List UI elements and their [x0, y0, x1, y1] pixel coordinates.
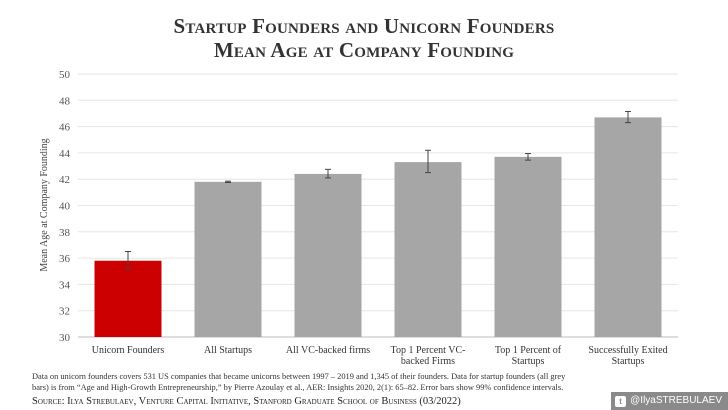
y-tick-label: 42	[59, 174, 70, 186]
y-tick-label: 50	[59, 69, 71, 81]
error-bars	[125, 110, 631, 270]
y-tick-label: 36	[59, 253, 71, 265]
error-bar	[125, 251, 131, 270]
x-tick-label: All Startups	[204, 345, 252, 356]
y-tick-label: 38	[59, 227, 71, 239]
error-bar	[625, 110, 631, 124]
x-tick-labels: Unicorn Founders All Startups All VC-backe…	[92, 345, 668, 367]
chart-title: Startup Founders and Unicorn Founders Me…	[0, 14, 728, 62]
grid-lines	[78, 73, 678, 338]
twitter-handle-text: @IlyaSTREBULAEV	[630, 395, 722, 406]
source-credit: Source: Ilya Strebulaev, Venture Capital…	[32, 396, 461, 407]
bar	[294, 173, 362, 337]
bar	[394, 162, 462, 337]
bar	[494, 156, 562, 337]
data-note-line-1: Data on unicorn founders covers 531 US c…	[32, 372, 566, 381]
error-bar	[525, 153, 531, 161]
x-tick-label: All VC-backed firms	[286, 345, 370, 356]
twitter-icon: t	[615, 395, 627, 407]
bar	[594, 117, 662, 338]
error-bar	[425, 149, 431, 174]
y-tick-label: 30	[59, 332, 71, 344]
bar	[194, 181, 262, 337]
chart-title-line-1: Startup Founders and Unicorn Founders	[173, 14, 555, 38]
y-tick-label: 34	[59, 279, 71, 291]
y-tick-label: 32	[59, 306, 70, 318]
x-tick-label: Top 1 Percent of Startups	[495, 345, 562, 367]
chart-title-line-2: Mean Age at Company Founding	[213, 38, 515, 62]
bar-chart: 30 32 34 36 38 40 42 44 46 48 50 Unicorn Founders A…	[39, 69, 678, 367]
bars	[94, 117, 662, 338]
y-tick-label: 40	[59, 201, 71, 213]
bar	[94, 260, 162, 337]
y-tick-label: 48	[59, 95, 71, 107]
twitter-handle-badge[interactable]: t @IlyaSTREBULAEV	[611, 392, 728, 410]
error-bar	[225, 180, 231, 183]
y-axis-label: Mean Age at Company Founding	[39, 138, 50, 271]
y-tick-label: 44	[59, 148, 71, 160]
y-tick-label: 46	[59, 122, 71, 134]
y-tick-labels: 30 32 34 36 38 40 42 44 46 48 50	[59, 69, 71, 344]
error-bar	[325, 168, 331, 179]
data-note-line-2: bars) is from “Age and High-Growth Entre…	[32, 383, 564, 392]
data-note: Data on unicorn founders covers 531 US c…	[32, 371, 692, 393]
x-tick-label: Unicorn Founders	[92, 345, 165, 356]
x-tick-label: Successfully Exited Startups	[588, 345, 667, 367]
x-tick-label: Top 1 Percent VC-backed Firms	[391, 345, 466, 367]
